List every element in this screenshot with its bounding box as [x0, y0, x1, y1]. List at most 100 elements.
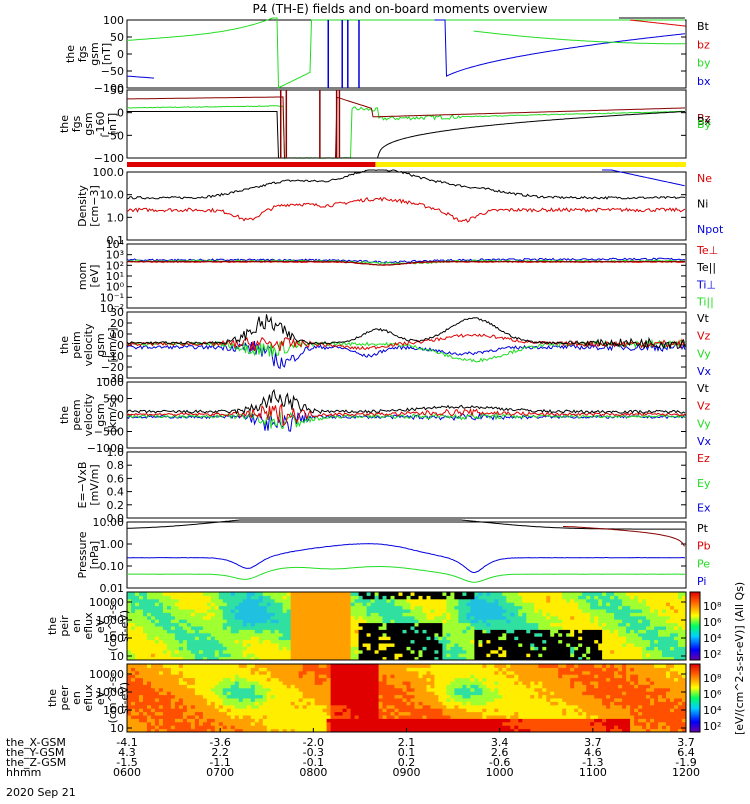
- peer-cell: [283, 674, 288, 678]
- peir-cell: [179, 643, 184, 647]
- peir-cell: [175, 606, 180, 610]
- peer-cell: [474, 705, 479, 709]
- peir-cell: [598, 602, 603, 606]
- peem_velocity-ylabel-line: [km/s]: [106, 397, 119, 432]
- peer-cell: [462, 705, 467, 709]
- peir-cell: [650, 650, 655, 654]
- peir-cell: [482, 633, 487, 637]
- peer-cell: [139, 718, 144, 722]
- peir-cell: [586, 619, 591, 623]
- peer-cell: [135, 681, 140, 685]
- peir-cell: [502, 619, 507, 623]
- peer-cell: [131, 725, 136, 729]
- peir-cell: [175, 609, 180, 613]
- peir-cell: [187, 636, 192, 640]
- peer-cell: [403, 671, 408, 675]
- peer-cell: [403, 708, 408, 712]
- peir-cell: [415, 592, 420, 596]
- peer-cell: [343, 718, 348, 722]
- peer-cell: [247, 715, 252, 719]
- peer-cell: [343, 698, 348, 702]
- peir-cell: [578, 616, 583, 620]
- peir-cell: [335, 595, 340, 599]
- peir-cell: [339, 640, 344, 644]
- peir-cell: [295, 599, 300, 603]
- peer-cell: [279, 701, 284, 705]
- peir-cell: [239, 643, 244, 647]
- peir-cell: [287, 653, 292, 657]
- peir-cell: [594, 643, 599, 647]
- peer-cell: [207, 705, 212, 709]
- peir-cell: [542, 616, 547, 620]
- peir-cell: [243, 619, 248, 623]
- peir-cell: [247, 592, 252, 596]
- peir-cell: [582, 616, 587, 620]
- peer-cell: [255, 667, 259, 671]
- peir-cell: [450, 626, 455, 630]
- peir-cell: [606, 646, 611, 650]
- peir-cell: [291, 599, 296, 603]
- peer-cell: [498, 722, 503, 726]
- peir-cell: [295, 629, 300, 633]
- peer-cell: [159, 712, 164, 716]
- peir-cell: [135, 623, 140, 627]
- peer-cell: [415, 725, 420, 729]
- peer-cell: [506, 712, 511, 716]
- peir-ylabel-line: sr-eV): [118, 610, 131, 642]
- peer-cell: [187, 722, 192, 726]
- peir-cell: [155, 640, 160, 644]
- peir-cell: [638, 626, 643, 630]
- peer-cell: [231, 684, 236, 688]
- peer-cell: [307, 705, 312, 709]
- peir-cell: [219, 595, 224, 599]
- peer-cell: [135, 667, 140, 671]
- peir-cell: [518, 606, 523, 610]
- peir-cell: [335, 626, 340, 630]
- peir-cell: [143, 602, 148, 606]
- peer-cell: [343, 715, 348, 719]
- peer-cell: [323, 701, 328, 705]
- peir-cell: [598, 626, 603, 630]
- peir-cell: [498, 640, 503, 644]
- peer-cell: [375, 664, 380, 668]
- peer-cell: [431, 678, 436, 682]
- peir-cell: [518, 640, 523, 644]
- peir-cell: [415, 612, 420, 616]
- peir-cell: [179, 646, 184, 650]
- peir-cell: [231, 643, 236, 647]
- peir-cell: [666, 643, 671, 647]
- peir-cell: [235, 643, 240, 647]
- peir-cell: [566, 653, 571, 657]
- peir-cell: [215, 599, 220, 603]
- peir-cell: [155, 616, 160, 620]
- peir-cell: [427, 616, 432, 620]
- peir-cell: [175, 616, 180, 620]
- peer-cell: [127, 715, 132, 719]
- peir-cell: [419, 640, 424, 644]
- peir-cell: [678, 653, 683, 657]
- peir-cell: [331, 619, 336, 623]
- peir-cell: [339, 626, 344, 630]
- peer-cell: [387, 715, 392, 719]
- peer-cell: [235, 698, 240, 702]
- peer-cell: [427, 722, 432, 726]
- peer-cell: [391, 674, 396, 678]
- peir-cell: [654, 609, 659, 613]
- peir-cell: [403, 609, 408, 613]
- peir-cell: [434, 646, 439, 650]
- peir-cell: [323, 653, 328, 657]
- peir-cell: [135, 612, 140, 616]
- peir-cell: [482, 623, 487, 627]
- peir-cell: [466, 646, 471, 650]
- peer-cell: [454, 664, 459, 668]
- peer-cell: [498, 664, 503, 668]
- peir-cell: [554, 592, 559, 596]
- peer-cell: [506, 722, 511, 726]
- peer-cell: [183, 691, 188, 695]
- peir-cell: [434, 623, 439, 627]
- peir-cell: [335, 653, 340, 657]
- peir-cell: [578, 626, 583, 630]
- peer-cell: [183, 667, 188, 671]
- peir-cell: [327, 626, 332, 630]
- peir-cell: [307, 612, 312, 616]
